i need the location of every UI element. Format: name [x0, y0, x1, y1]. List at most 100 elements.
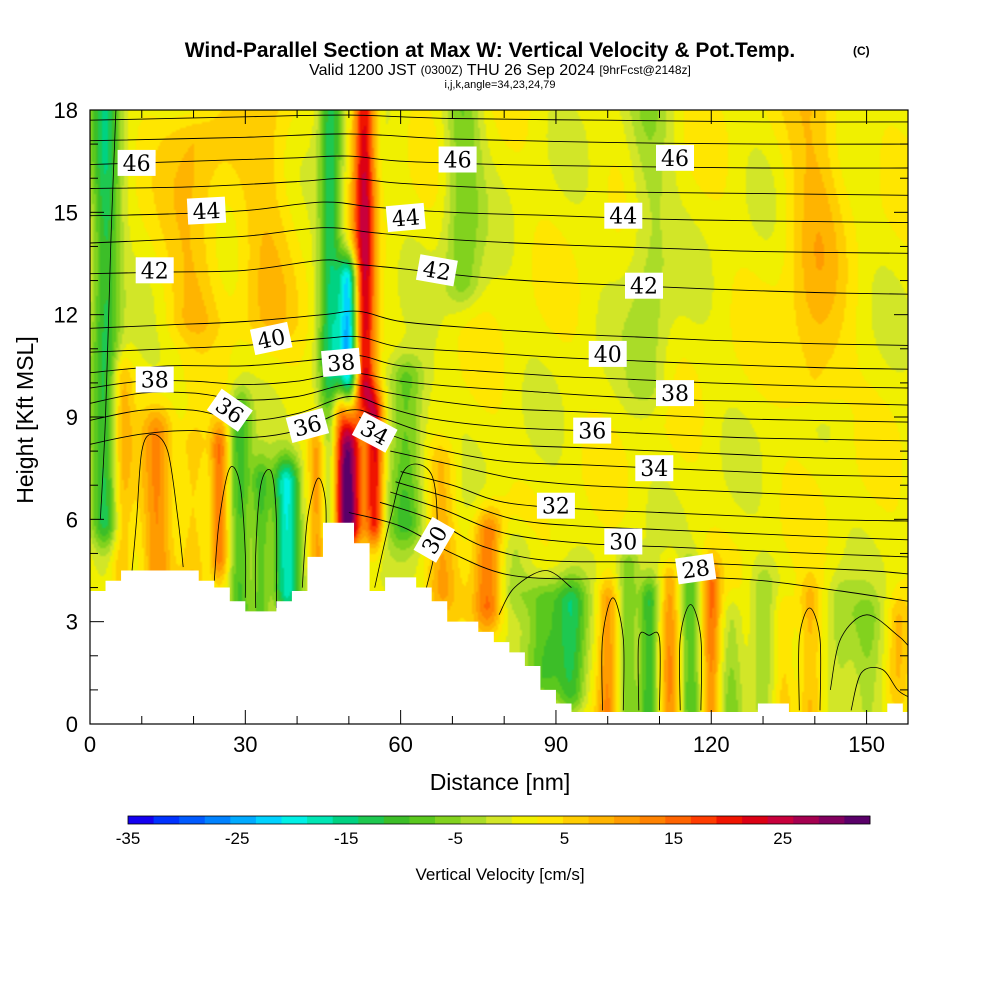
subtitle-valid: Valid 1200 JST — [309, 62, 417, 79]
theta-label-box — [656, 144, 694, 171]
colorbar-swatch — [230, 816, 257, 824]
colorbar-tick-label: 15 — [664, 829, 683, 848]
theta-label-group: 44 — [186, 196, 227, 225]
vertical-velocity-contours — [100, 110, 908, 711]
colorbar-swatch — [307, 816, 334, 824]
y-tick-label: 6 — [66, 507, 78, 532]
theta-label-box — [351, 411, 398, 453]
theta-label: 44 — [391, 205, 421, 232]
w-contour-line — [798, 607, 822, 711]
theta-label-box — [413, 516, 456, 563]
colorbar-swatch — [460, 816, 487, 824]
colorbar-swatch — [562, 816, 589, 824]
theta-label: 42 — [630, 275, 658, 300]
chart-subtitle: Valid 1200 JST (0300Z) THU 26 Sep 2024 [… — [309, 61, 691, 79]
theta-contour-41 — [90, 310, 908, 346]
colorbar-swatch — [204, 816, 231, 824]
colorbar-tick-label: 5 — [560, 829, 569, 848]
colorbar-swatch — [383, 816, 410, 824]
w-contour-line — [498, 570, 572, 615]
theta-label-group: 30 — [604, 528, 643, 556]
theta-label-box — [385, 202, 426, 233]
w-contour-line — [679, 604, 703, 711]
x-tick-label: 90 — [544, 732, 568, 757]
w-contour-line — [131, 433, 184, 578]
theta-label: 34 — [640, 457, 668, 482]
colorbar-swatch — [588, 816, 615, 824]
theta-label-box — [625, 272, 663, 299]
theta-label-box — [635, 455, 674, 482]
subtitle-zulu: (0300Z) — [421, 63, 463, 77]
theta-contour-33 — [390, 450, 908, 500]
theta-contour-38 — [90, 372, 908, 406]
theta-label-group: 42 — [415, 254, 458, 287]
theta-label-group: 44 — [604, 202, 643, 230]
theta-contour-34 — [358, 416, 908, 478]
theta-label-group: 30 — [413, 516, 456, 563]
theta-label-group: 38 — [135, 366, 174, 394]
theta-label-group: 46 — [117, 149, 156, 177]
theta-label: 42 — [141, 259, 169, 284]
theta-label-box — [249, 321, 293, 356]
colorbar-swatch — [153, 816, 180, 824]
theta-contour-36 — [90, 396, 908, 442]
x-axis: 0 30 60 90 120 150 — [84, 110, 885, 757]
colorbar-swatch — [358, 816, 385, 824]
w-contour-line — [829, 614, 908, 690]
theta-contour-40 — [90, 335, 908, 370]
theta-label-box — [206, 388, 253, 432]
w-contour-line — [213, 466, 247, 598]
theta-contour-32 — [400, 471, 908, 522]
theta-label-box — [117, 149, 156, 176]
theta-contour-39 — [90, 354, 908, 389]
x-tick-label: 30 — [233, 732, 257, 757]
colorbar-swatch — [716, 816, 743, 824]
y-tick-label: 0 — [66, 712, 78, 737]
terrain — [90, 522, 908, 724]
colorbar-swatch — [435, 816, 462, 824]
theta-label: 46 — [123, 152, 151, 177]
y-tick-label: 9 — [66, 405, 78, 430]
colorbar-swatch — [844, 816, 871, 824]
theta-contour-46 — [90, 155, 908, 169]
theta-contour-42 — [90, 259, 908, 295]
y-tick-label: 15 — [54, 200, 78, 225]
y-tick-label: 3 — [66, 610, 78, 635]
colorbar-tick-label: -5 — [448, 829, 463, 848]
colorbar-swatch — [281, 816, 308, 824]
theta-label-box — [321, 347, 362, 378]
theta-label: 46 — [661, 147, 689, 172]
potential-temperature-contours — [90, 114, 908, 602]
theta-contour-47 — [90, 133, 908, 145]
y-tick-label: 18 — [54, 98, 78, 123]
theta-label-group: 38 — [321, 347, 362, 378]
theta-label-box — [415, 254, 458, 287]
w-contour-line — [637, 631, 661, 711]
colorbar-swatch — [793, 816, 820, 824]
theta-contour-35 — [90, 409, 908, 461]
chart-title: Wind-Parallel Section at Max W: Vertical… — [185, 39, 796, 62]
w-contour-line — [601, 597, 625, 711]
theta-label: 40 — [255, 325, 288, 355]
colorbar-swatch — [767, 816, 794, 824]
colorbar-swatch — [614, 816, 641, 824]
theta-label: 46 — [444, 149, 472, 174]
colorbar-swatch — [179, 816, 206, 824]
y-tick-label: 12 — [54, 303, 78, 328]
colorbar-tick-label: -15 — [334, 829, 359, 848]
theta-label: 28 — [680, 556, 711, 585]
x-axis-label: Distance [nm] — [430, 769, 571, 795]
w-contour-line — [301, 477, 327, 588]
colorbar-swatch — [818, 816, 845, 824]
x-tick-label: 120 — [693, 732, 730, 757]
colorbar-frame — [127, 815, 871, 825]
w-contour-line — [850, 667, 908, 711]
colorbar-swatch — [742, 816, 769, 824]
theta-label-group: 38 — [656, 380, 694, 407]
theta-label-box — [135, 366, 174, 393]
colorbar-swatch — [511, 816, 538, 824]
subtitle-date: THU 26 Sep 2024 — [467, 62, 595, 79]
theta-label-group: 28 — [675, 553, 717, 585]
